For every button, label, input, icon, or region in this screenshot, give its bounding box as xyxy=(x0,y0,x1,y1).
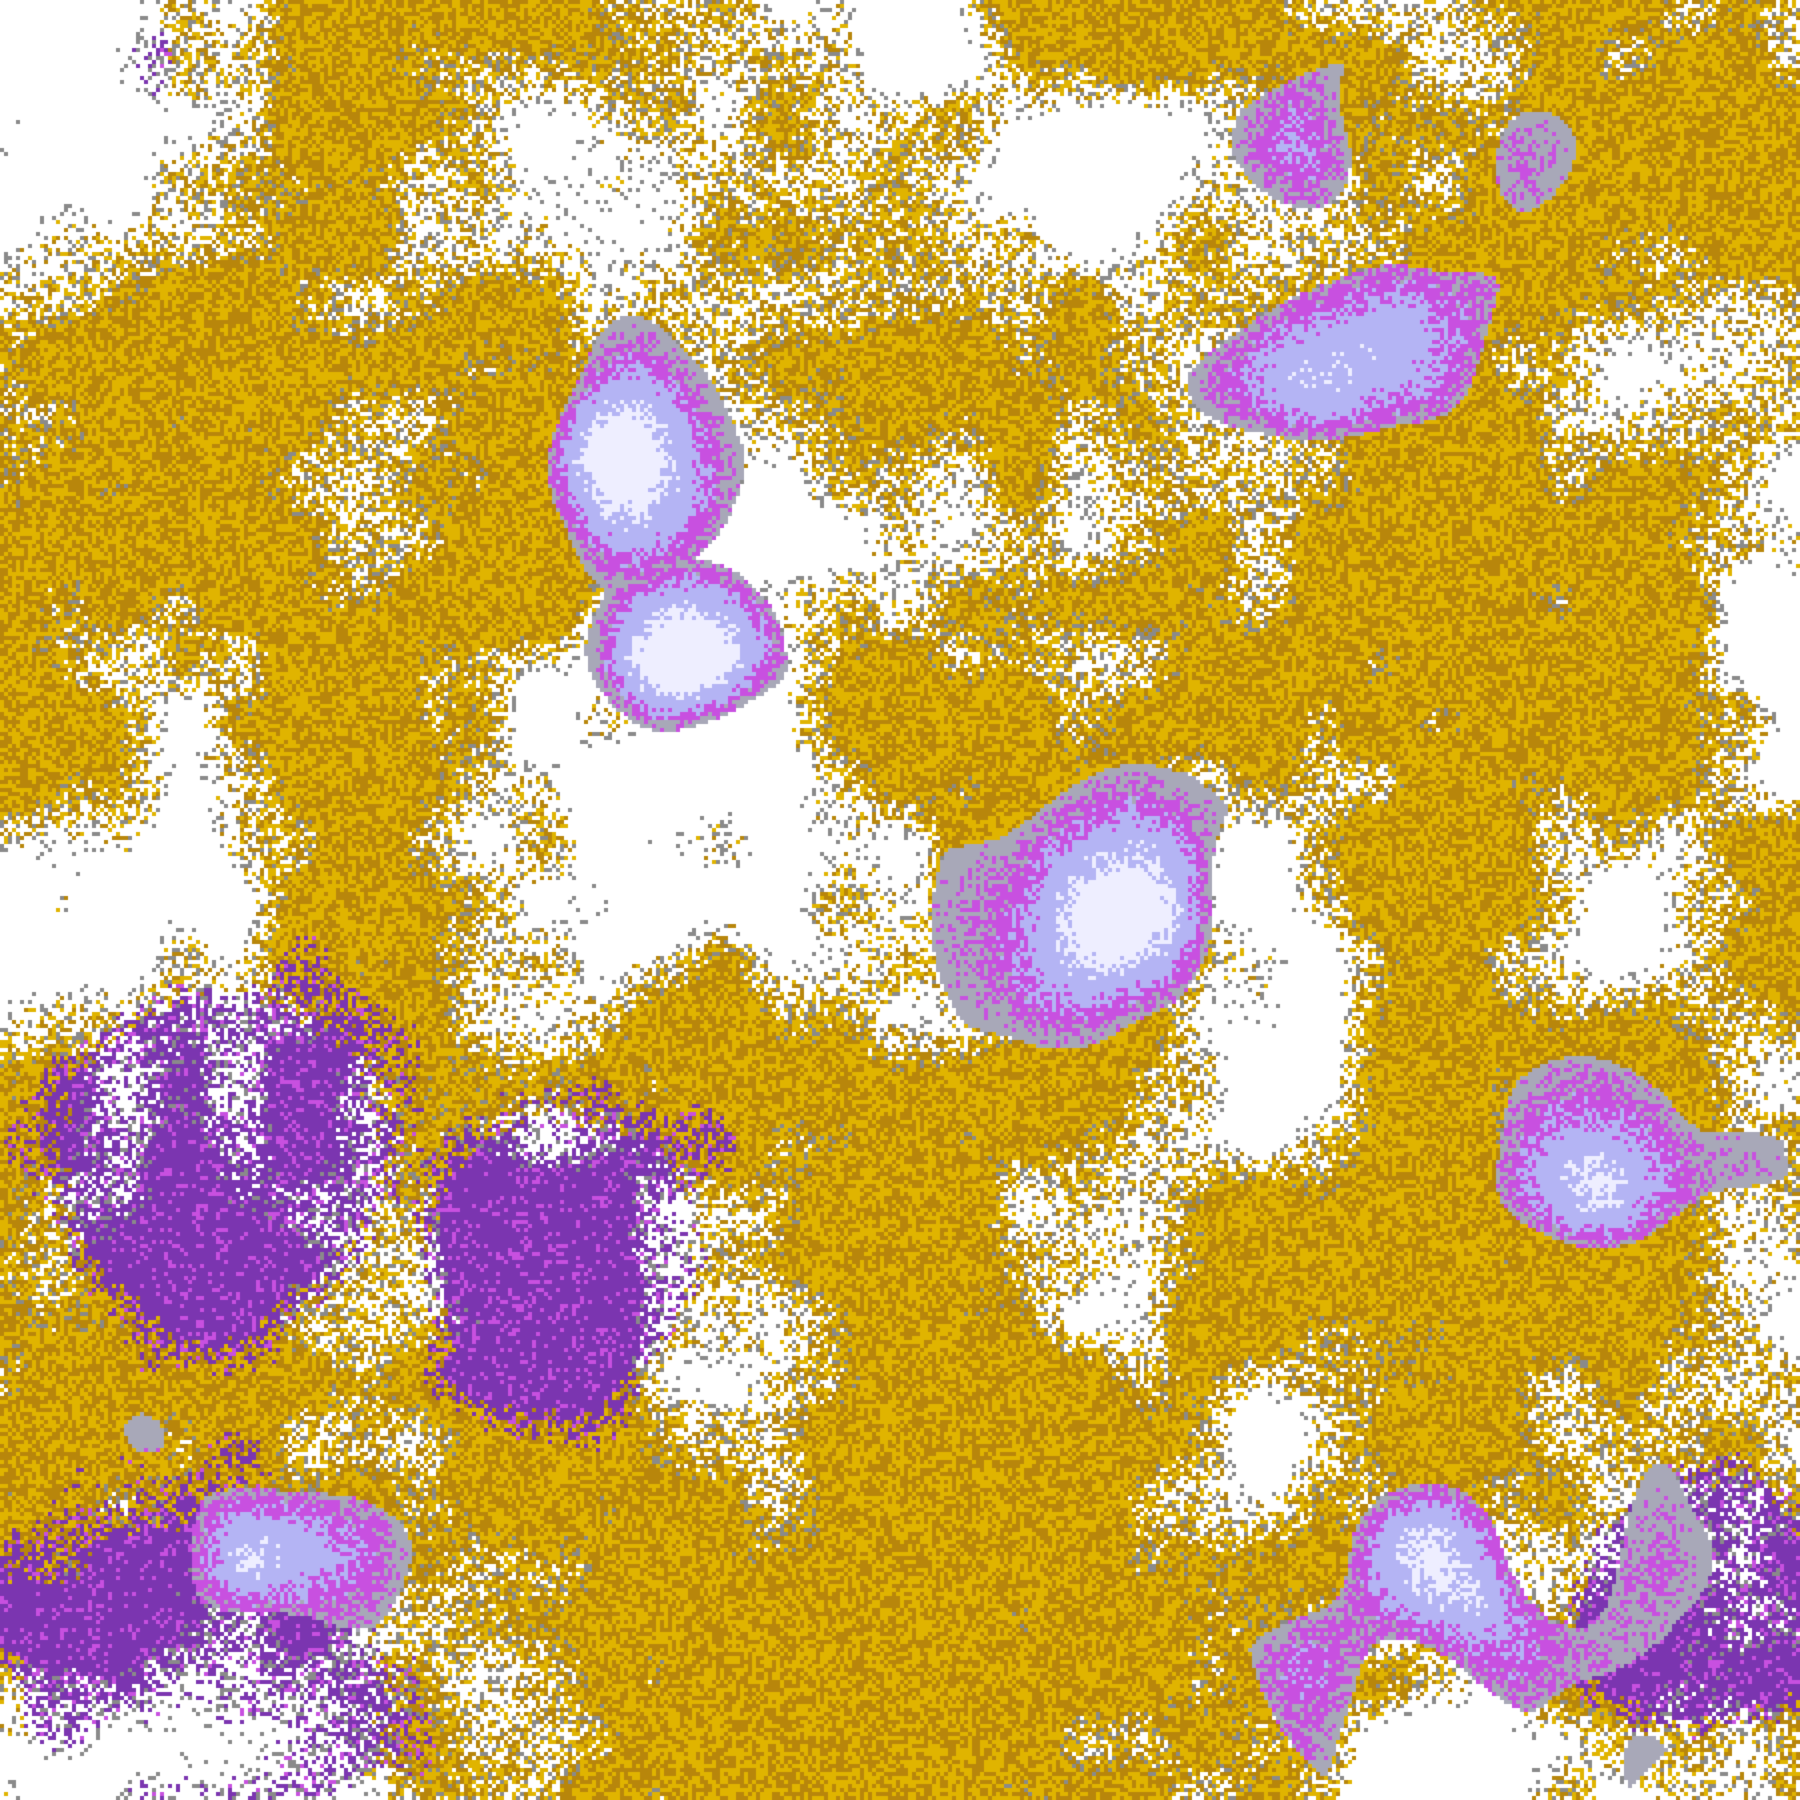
classified-satellite-map xyxy=(0,0,1800,1800)
